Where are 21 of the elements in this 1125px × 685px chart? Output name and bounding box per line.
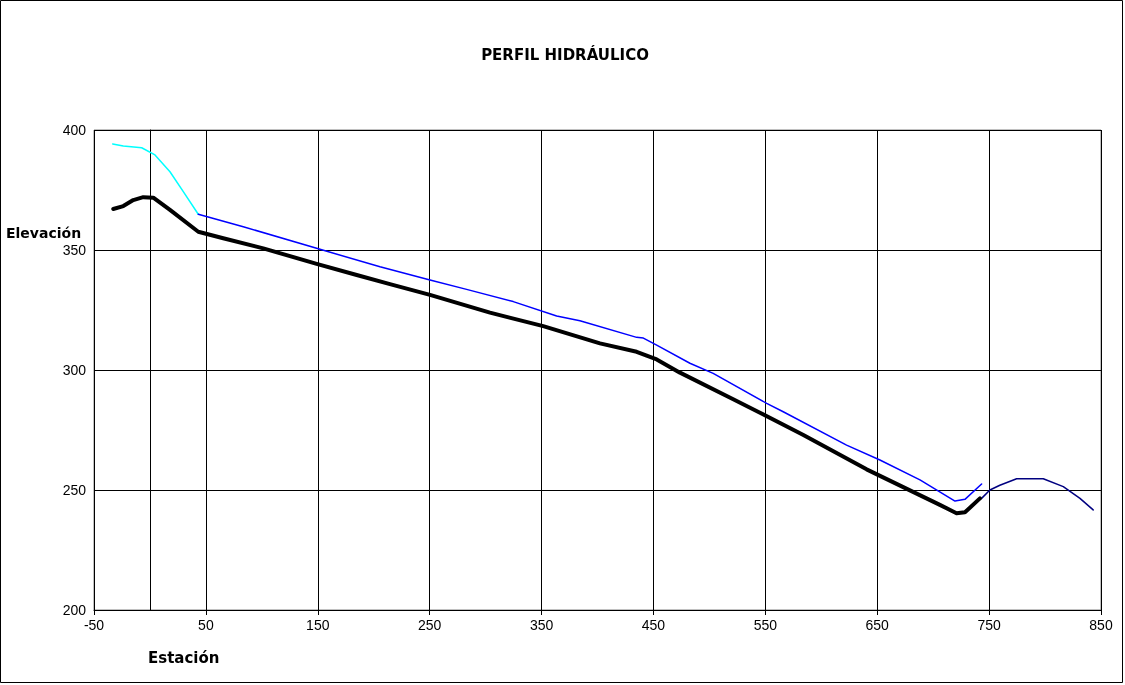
x-tick-label: 250 <box>417 617 442 633</box>
y-tick-label: 200 <box>62 602 87 618</box>
x-axis-title: Estación <box>148 648 220 667</box>
x-tick-label: 50 <box>198 617 214 633</box>
y-axis-title: Elevación <box>6 225 82 241</box>
x-tick-label: 550 <box>753 617 778 633</box>
x-tick-label: 750 <box>977 617 1001 633</box>
y-tick-label: 400 <box>62 122 87 138</box>
y-tick-label: 350 <box>62 242 87 258</box>
line-series <box>197 213 983 502</box>
x-tick-label: 650 <box>865 617 890 633</box>
x-tick-label: 150 <box>306 617 330 633</box>
x-tick-label: -50 <box>83 617 105 633</box>
y-tick-label: 250 <box>62 482 87 498</box>
chart-title: PERFIL HIDRÁULICO <box>481 44 649 64</box>
x-tick-label: 350 <box>529 617 554 633</box>
x-tick-label: 850 <box>1089 617 1113 633</box>
y-tick-label: 300 <box>62 362 87 378</box>
line-series <box>980 477 1094 511</box>
line-series <box>111 143 200 215</box>
x-tick-label: 450 <box>641 617 666 633</box>
